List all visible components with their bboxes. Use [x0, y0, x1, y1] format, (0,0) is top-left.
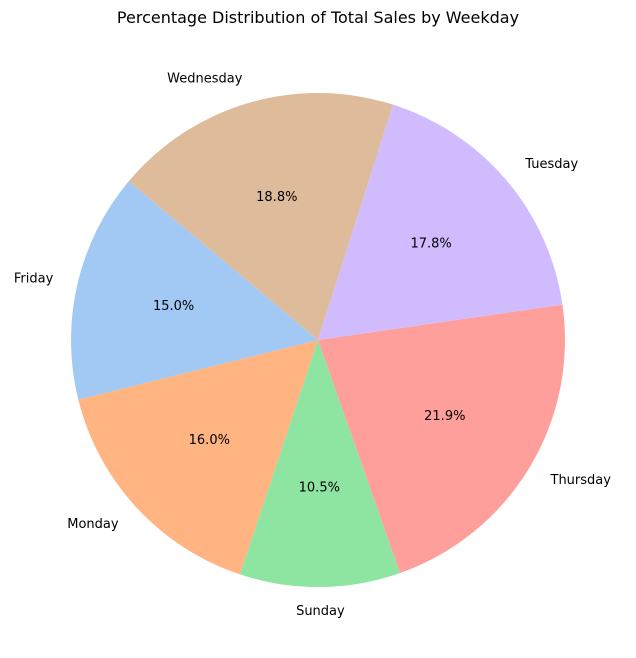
pie-slice-wednesday [128, 93, 394, 341]
pie-labels: 15.0% Friday 16.0% Monday 10.5% Sunday 21.9% Th… [14, 72, 611, 620]
slice-label-friday: Friday [14, 271, 54, 286]
pie-slices [71, 93, 566, 588]
chart-title: Percentage Distribution of Total Sales b… [117, 8, 519, 27]
pie-slice-thursday [318, 304, 566, 573]
pct-label-tuesday: 17.8% [410, 237, 451, 252]
slice-label-monday: Monday [67, 517, 119, 532]
slice-label-tuesday: Tuesday [524, 157, 578, 172]
pie-slice-tuesday [318, 104, 563, 340]
slice-label-wednesday: Wednesday [167, 72, 243, 87]
pct-label-thursday: 21.9% [424, 409, 465, 424]
slice-label-sunday: Sunday [296, 604, 345, 619]
pct-label-sunday: 10.5% [299, 481, 340, 496]
pct-label-wednesday: 18.8% [256, 190, 297, 205]
pct-label-monday: 16.0% [189, 433, 230, 448]
pie-slice-friday [71, 181, 318, 400]
pct-label-friday: 15.0% [153, 299, 194, 314]
pie-slice-sunday [240, 340, 401, 588]
pie-slice-monday [78, 340, 318, 575]
slice-label-thursday: Thursday [550, 473, 612, 488]
